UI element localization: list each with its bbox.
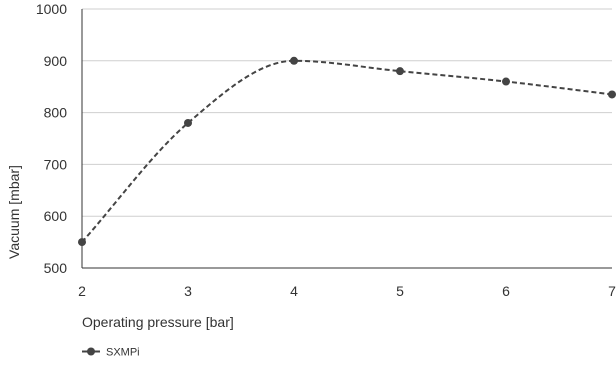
x-axis-ticks: 2 3 4 5 6 7: [78, 283, 616, 299]
x-tick-label-7: 7: [608, 283, 616, 299]
x-axis-title: Operating pressure [bar]: [82, 314, 234, 330]
data-point-2: [78, 238, 86, 247]
x-tick-label-6: 6: [502, 283, 510, 299]
data-point-5: [396, 67, 404, 76]
axes: [81, 9, 612, 269]
data-point-4: [290, 56, 298, 65]
y-axis-title: Vacuum [mbar]: [6, 165, 22, 259]
gridlines: [82, 8, 612, 217]
legend-label: SXMPi: [106, 347, 140, 359]
x-tick-label-3: 3: [184, 283, 192, 299]
y-tick-label-500: 500: [44, 260, 68, 276]
y-tick-label-700: 700: [44, 156, 68, 172]
series: [78, 56, 616, 247]
legend-marker-swatch: [87, 347, 95, 356]
y-tick-label-800: 800: [44, 105, 68, 121]
data-point-3: [184, 118, 192, 127]
x-tick-label-4: 4: [290, 283, 298, 299]
data-point-6: [502, 77, 510, 86]
x-tick-label-2: 2: [78, 283, 86, 299]
legend: SXMPi: [82, 347, 140, 359]
x-tick-label-5: 5: [396, 283, 404, 299]
y-tick-label-600: 600: [44, 208, 68, 224]
y-tick-label-900: 900: [44, 53, 68, 69]
y-axis-ticks: 500 600 700 800 900 1000: [36, 1, 67, 276]
data-point-7: [608, 90, 616, 99]
y-tick-label-1000: 1000: [36, 1, 67, 17]
series-line-0: [81, 59, 613, 243]
